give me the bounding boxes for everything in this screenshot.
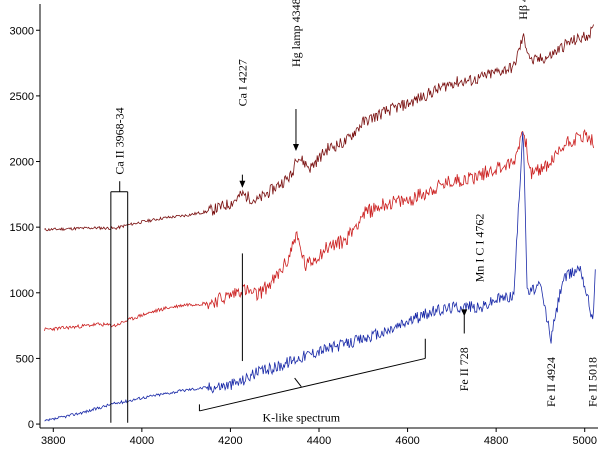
hg-arrow-head xyxy=(292,144,299,152)
series-layer xyxy=(44,24,596,422)
ca-i-arrow-head xyxy=(239,180,246,188)
y-tick-label: 1000 xyxy=(10,288,34,300)
y-tick-label: 0 xyxy=(28,419,34,431)
series-line-3 xyxy=(44,131,596,422)
x-tick-label: 4400 xyxy=(307,435,331,447)
k-like-bracket xyxy=(199,357,426,412)
annotation-label: Fe II 4924 xyxy=(544,357,558,407)
fe-728-arrow-head xyxy=(461,309,468,317)
annotation-label: Mn I C I 4762 xyxy=(472,214,486,283)
y-tick-label: 3000 xyxy=(10,25,34,37)
x-tick-label: 4800 xyxy=(484,435,508,447)
y-tick-label: 500 xyxy=(16,353,34,365)
x-tick-label: 4000 xyxy=(130,435,154,447)
annotation-label: Ca II 3968-34 xyxy=(113,107,127,174)
k-like-pointer xyxy=(294,377,302,387)
series-line-1 xyxy=(44,24,594,232)
x-tick-label: 3800 xyxy=(41,435,65,447)
x-tick-label: 4200 xyxy=(218,435,242,447)
x-tick-label: 5000 xyxy=(572,435,596,447)
y-tick-label: 2000 xyxy=(10,157,34,169)
annotation-label: Hβ 4861 xyxy=(516,0,530,20)
y-tick-label: 2500 xyxy=(10,91,34,103)
annotation-markers xyxy=(110,109,468,423)
series-line-2 xyxy=(44,129,594,332)
annotation-label: Hg lamp 4348 xyxy=(289,0,303,67)
x-tick-label: 4600 xyxy=(395,435,419,447)
annotation-labels: Ca II 3968-34 Ca I 4227 Hg lamp 4348 Hβ 486… xyxy=(113,0,600,424)
annotation-label: Fe II 728 xyxy=(457,347,471,391)
y-tick-label: 1500 xyxy=(10,222,34,234)
annotation-label: K-like spectrum xyxy=(262,410,340,424)
axes: 3800 4000 4200 4400 4600 4800 5000 0 500 1000 1500… xyxy=(10,4,598,447)
annotation-label: Ca I 4227 xyxy=(235,59,249,106)
annotation-label: Fe II 5018 xyxy=(586,357,600,407)
